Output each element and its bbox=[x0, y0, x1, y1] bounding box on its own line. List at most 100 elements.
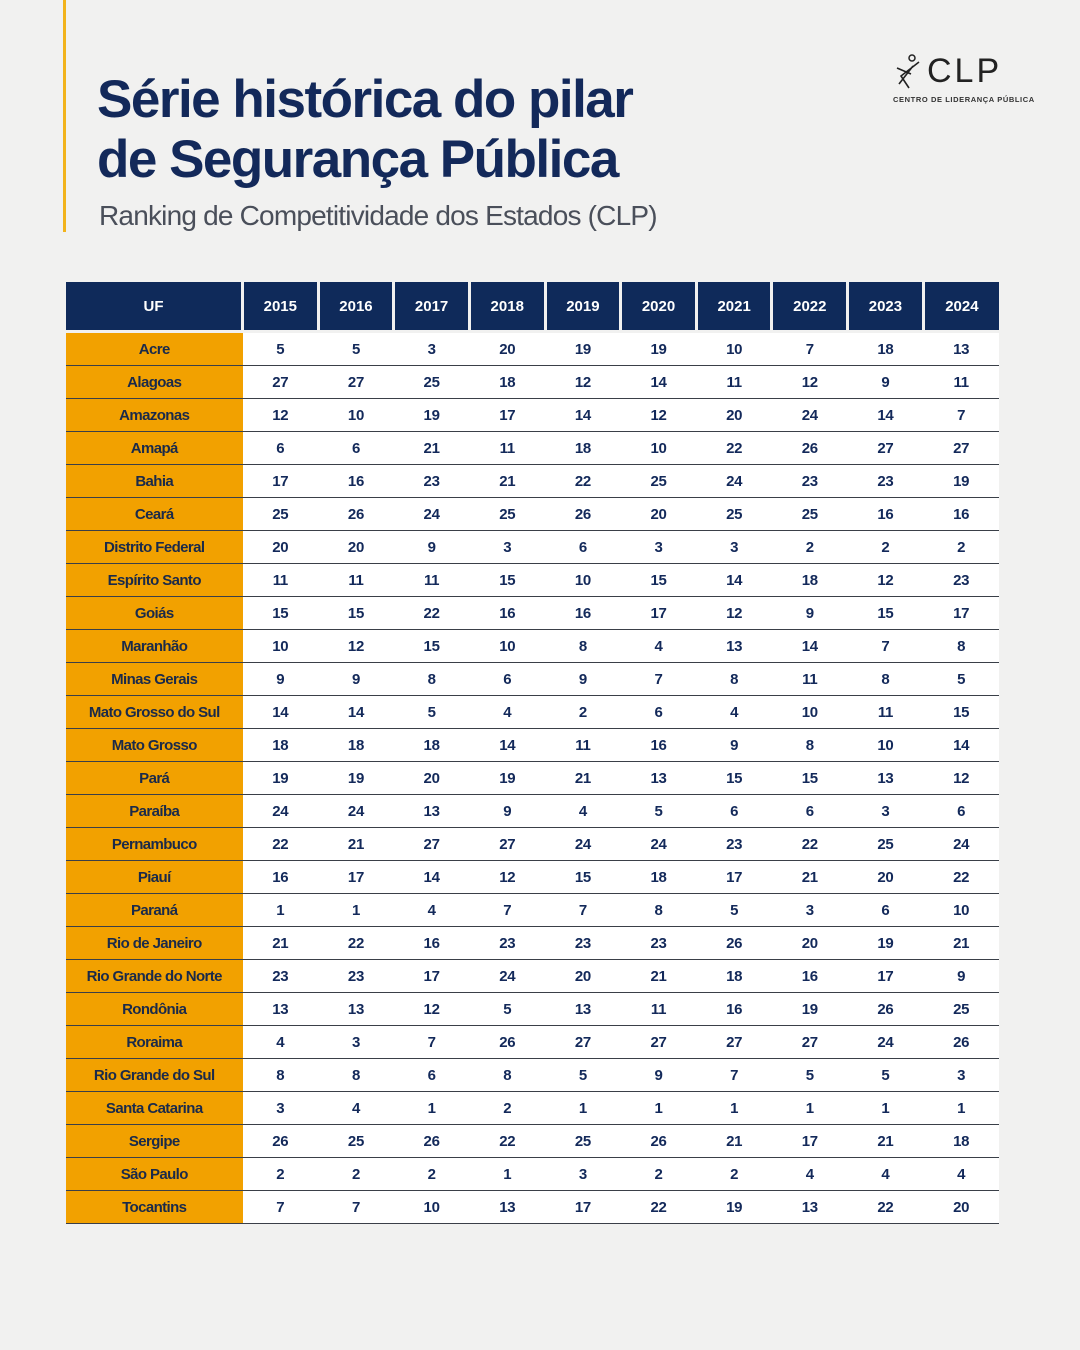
rank-cell: 25 bbox=[847, 827, 924, 861]
rank-cell: 14 bbox=[242, 695, 319, 729]
rank-cell: 22 bbox=[545, 464, 621, 498]
rank-cell: 9 bbox=[620, 1058, 697, 1092]
rank-cell: 9 bbox=[469, 794, 546, 828]
rank-cell: 26 bbox=[393, 1124, 470, 1158]
rank-cell: 20 bbox=[771, 926, 848, 960]
rank-cell: 12 bbox=[545, 365, 621, 399]
rank-cell: 22 bbox=[771, 827, 848, 861]
rank-cell: 11 bbox=[771, 662, 848, 696]
rank-cell: 3 bbox=[469, 530, 546, 564]
rank-cell: 8 bbox=[469, 1058, 546, 1092]
rank-cell: 5 bbox=[242, 330, 319, 366]
table-row: Bahia 17 16 23 21 22 25 24 23 23 19 bbox=[66, 464, 999, 498]
rank-cell: 13 bbox=[771, 1190, 848, 1224]
rank-cell: 25 bbox=[242, 497, 319, 531]
state-name-cell: Espírito Santo bbox=[66, 563, 243, 597]
rank-cell: 3 bbox=[620, 530, 697, 564]
rank-cell: 17 bbox=[923, 596, 999, 630]
rank-cell: 3 bbox=[242, 1091, 319, 1125]
rank-cell: 5 bbox=[923, 662, 999, 696]
rank-cell: 21 bbox=[696, 1124, 772, 1158]
rank-cell: 12 bbox=[696, 596, 772, 630]
title-line-2: de Segurança Pública bbox=[97, 130, 619, 189]
rank-cell: 14 bbox=[393, 860, 470, 894]
rank-cell: 11 bbox=[545, 728, 621, 762]
rank-cell: 13 bbox=[847, 761, 924, 795]
rank-cell: 18 bbox=[620, 860, 697, 894]
rank-cell: 4 bbox=[847, 1157, 924, 1191]
rank-cell: 9 bbox=[318, 662, 394, 696]
rank-cell: 19 bbox=[620, 330, 697, 366]
state-name-cell: Sergipe bbox=[66, 1124, 243, 1158]
column-header-2018: 2018 bbox=[467, 282, 546, 332]
rank-cell: 22 bbox=[620, 1190, 697, 1224]
rank-cell: 10 bbox=[318, 398, 394, 432]
rank-cell: 21 bbox=[545, 761, 621, 795]
rank-cell: 20 bbox=[242, 530, 319, 564]
state-name-cell: Alagoas bbox=[66, 365, 243, 399]
state-name-cell: Paraíba bbox=[66, 794, 243, 828]
rank-cell: 23 bbox=[469, 926, 546, 960]
column-header-2019: 2019 bbox=[543, 282, 621, 332]
rank-cell: 15 bbox=[696, 761, 772, 795]
rank-cell: 1 bbox=[318, 893, 394, 927]
rank-cell: 4 bbox=[620, 629, 697, 663]
rank-cell: 3 bbox=[545, 1157, 621, 1191]
rank-cell: 2 bbox=[620, 1157, 697, 1191]
table-header-row: UF 2015 2016 2017 2018 2019 2020 2021 2022 2023 20… bbox=[66, 282, 999, 332]
rank-cell: 12 bbox=[847, 563, 924, 597]
rank-cell: 15 bbox=[620, 563, 697, 597]
table-row: Minas Gerais 9 9 8 6 9 7 8 11 8 5 bbox=[66, 662, 999, 696]
rank-cell: 23 bbox=[696, 827, 772, 861]
rank-cell: 6 bbox=[771, 794, 848, 828]
rank-cell: 13 bbox=[393, 794, 470, 828]
rank-cell: 4 bbox=[545, 794, 621, 828]
rank-cell: 26 bbox=[318, 497, 394, 531]
rank-cell: 27 bbox=[771, 1025, 848, 1059]
rank-cell: 24 bbox=[318, 794, 394, 828]
rank-cell: 13 bbox=[620, 761, 697, 795]
column-header-2015: 2015 bbox=[241, 282, 319, 332]
rank-cell: 19 bbox=[469, 761, 546, 795]
table-row: Mato Grosso do Sul 14 14 5 4 2 6 4 10 11 15 bbox=[66, 695, 999, 729]
rank-cell: 24 bbox=[393, 497, 470, 531]
rank-cell: 11 bbox=[393, 563, 470, 597]
state-name-cell: Ceará bbox=[66, 497, 243, 531]
rank-cell: 6 bbox=[847, 893, 924, 927]
rank-cell: 8 bbox=[620, 893, 697, 927]
rank-cell: 25 bbox=[771, 497, 848, 531]
rank-cell: 7 bbox=[620, 662, 697, 696]
table-row: Maranhão 10 12 15 10 8 4 13 14 7 8 bbox=[66, 629, 999, 663]
rank-cell: 21 bbox=[469, 464, 546, 498]
rank-cell: 16 bbox=[696, 992, 772, 1026]
table-row: Goiás 15 15 22 16 16 17 12 9 15 17 bbox=[66, 596, 999, 630]
rank-cell: 10 bbox=[771, 695, 848, 729]
rank-cell: 18 bbox=[318, 728, 394, 762]
subtitle: Ranking de Competitividade dos Estados (… bbox=[99, 200, 658, 231]
rank-cell: 20 bbox=[393, 761, 470, 795]
rank-cell: 23 bbox=[771, 464, 848, 498]
rank-cell: 6 bbox=[469, 662, 546, 696]
rank-cell: 24 bbox=[545, 827, 621, 861]
rank-cell: 14 bbox=[620, 365, 697, 399]
rank-cell: 4 bbox=[393, 893, 470, 927]
rank-cell: 4 bbox=[242, 1025, 319, 1059]
rank-cell: 16 bbox=[393, 926, 470, 960]
rank-cell: 12 bbox=[771, 365, 848, 399]
rank-cell: 5 bbox=[847, 1058, 924, 1092]
table-row: Rio Grande do Sul 8 8 6 8 5 9 7 5 5 3 bbox=[66, 1058, 999, 1092]
rank-cell: 3 bbox=[318, 1025, 394, 1059]
state-name-cell: Mato Grosso do Sul bbox=[66, 695, 243, 729]
state-name-cell: Mato Grosso bbox=[66, 728, 243, 762]
rank-cell: 16 bbox=[620, 728, 697, 762]
state-name-cell: Pernambuco bbox=[66, 827, 243, 861]
rank-cell: 6 bbox=[620, 695, 697, 729]
rank-cell: 22 bbox=[393, 596, 470, 630]
logo-subtitle: CENTRO DE LIDERANÇA PÚBLICA bbox=[893, 95, 1035, 104]
rank-cell: 23 bbox=[242, 959, 319, 993]
rank-cell: 25 bbox=[696, 497, 772, 531]
rank-cell: 4 bbox=[696, 695, 772, 729]
state-name-cell: Rio Grande do Norte bbox=[66, 959, 243, 993]
rank-cell: 7 bbox=[393, 1025, 470, 1059]
rank-cell: 16 bbox=[469, 596, 546, 630]
